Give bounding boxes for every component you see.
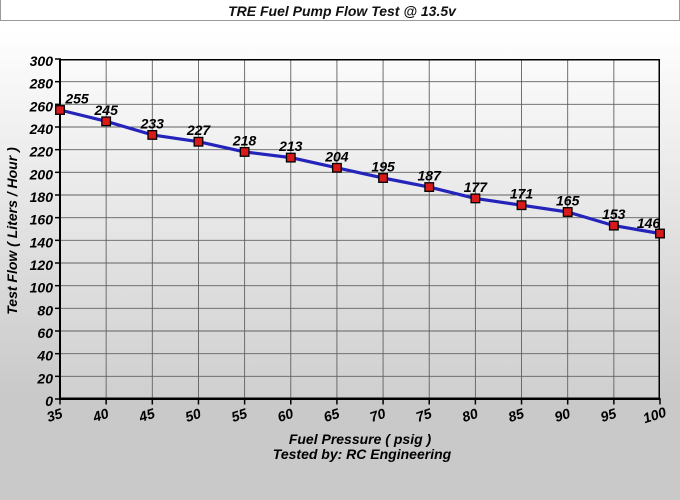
- svg-text:245: 245: [94, 102, 119, 118]
- svg-text:187: 187: [418, 168, 443, 184]
- svg-text:Tested by: RC Engineering: Tested by: RC Engineering: [273, 446, 452, 462]
- svg-text:120: 120: [30, 257, 54, 273]
- svg-text:204: 204: [324, 148, 349, 164]
- svg-text:200: 200: [29, 166, 54, 182]
- svg-text:0: 0: [45, 393, 53, 409]
- svg-text:220: 220: [29, 144, 54, 160]
- svg-text:35: 35: [45, 405, 65, 425]
- svg-text:180: 180: [30, 189, 54, 205]
- svg-text:165: 165: [556, 193, 580, 209]
- svg-text:45: 45: [136, 405, 157, 425]
- svg-text:233: 233: [140, 115, 165, 131]
- svg-text:80: 80: [37, 302, 53, 318]
- svg-text:218: 218: [232, 132, 257, 148]
- svg-text:240: 240: [29, 121, 54, 137]
- svg-text:153: 153: [602, 206, 626, 222]
- svg-text:Fuel Pressure ( psig ): Fuel Pressure ( psig ): [289, 431, 432, 447]
- svg-text:260: 260: [29, 98, 54, 114]
- svg-text:140: 140: [30, 234, 54, 250]
- svg-text:177: 177: [464, 179, 489, 195]
- svg-text:85: 85: [506, 405, 526, 425]
- svg-text:227: 227: [186, 122, 212, 138]
- svg-text:60: 60: [275, 405, 295, 425]
- svg-text:70: 70: [368, 405, 388, 425]
- svg-text:146: 146: [637, 215, 661, 231]
- svg-text:80: 80: [460, 405, 480, 425]
- svg-text:300: 300: [30, 53, 54, 69]
- svg-text:50: 50: [183, 405, 203, 425]
- svg-text:75: 75: [414, 405, 434, 425]
- svg-text:90: 90: [552, 405, 572, 425]
- svg-text:60: 60: [37, 325, 53, 341]
- svg-text:213: 213: [278, 138, 303, 154]
- svg-text:195: 195: [371, 159, 395, 175]
- svg-text:55: 55: [229, 405, 249, 425]
- svg-text:280: 280: [29, 76, 54, 92]
- svg-text:95: 95: [598, 405, 618, 425]
- svg-text:Test Flow ( Liters / Hour ): Test Flow ( Liters / Hour ): [4, 147, 20, 315]
- svg-text:40: 40: [36, 348, 53, 364]
- svg-text:255: 255: [64, 91, 89, 107]
- svg-text:65: 65: [322, 405, 342, 425]
- svg-text:20: 20: [36, 370, 53, 386]
- svg-text:171: 171: [510, 186, 534, 202]
- svg-text:100: 100: [30, 280, 54, 296]
- svg-text:160: 160: [30, 212, 54, 228]
- svg-text:100: 100: [641, 404, 668, 427]
- svg-text:40: 40: [90, 405, 111, 425]
